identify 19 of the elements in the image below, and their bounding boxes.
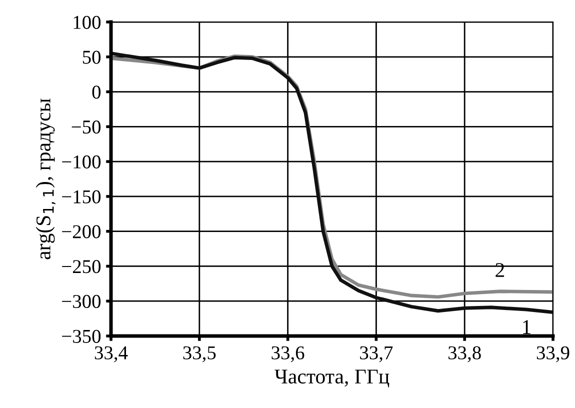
y-tick-label: −200: [62, 225, 101, 238]
y-tick-label: −350: [62, 330, 101, 343]
x-tick-label: 33,4: [94, 346, 128, 362]
y-tick-label: −250: [62, 260, 101, 274]
y-tick-label: −50: [72, 120, 101, 134]
x-tick-label: 33,7: [360, 346, 393, 362]
y-tick-label: 0: [92, 86, 101, 99]
y-tick-label: 50: [82, 50, 101, 64]
series-label: 1: [523, 320, 530, 334]
y-tick-label: −300: [62, 294, 101, 308]
x-tick-label: 33,6: [272, 346, 304, 362]
y-tick-label: 100: [74, 16, 101, 29]
x-axis-title: Частота, ГГц: [274, 370, 390, 388]
x-tick-label: 33,5: [183, 346, 216, 362]
x-tick-label: 33,8: [448, 346, 481, 362]
y-axis-title: arg(S$_{1,1}$), градусы: [36, 98, 56, 260]
y-tick-label: −100: [62, 155, 101, 168]
y-tick-label: −150: [62, 190, 101, 204]
x-tick-label: 33,9: [536, 346, 570, 362]
